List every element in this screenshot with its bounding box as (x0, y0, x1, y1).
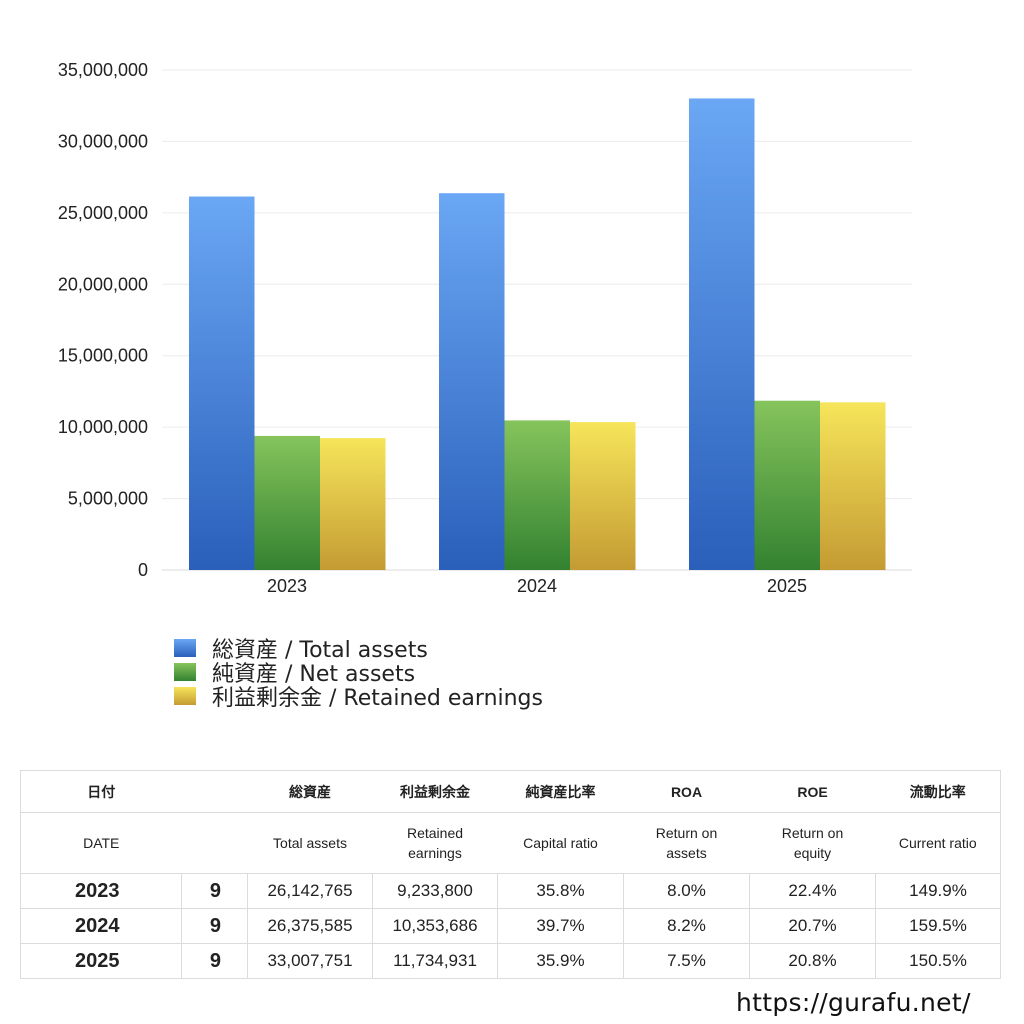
header-month-en (181, 812, 248, 874)
bar-retained-earnings-2025 (820, 402, 886, 570)
row-roe: 20.8% (749, 943, 876, 979)
bar-total-assets-2025 (689, 98, 755, 571)
bar-retained-earnings-2023 (320, 438, 386, 570)
row-roa: 7.5% (623, 943, 750, 979)
bar-net-assets-2025 (754, 400, 820, 570)
y-tick-label: 35,000,000 (58, 60, 148, 80)
bar-net-assets-2024 (504, 420, 570, 570)
header-roa-en: Return on assets (623, 812, 750, 874)
row-roe: 22.4% (749, 873, 876, 909)
row-current-ratio: 150.5% (875, 943, 1001, 979)
financial-table: 日付 総資産 利益剰余金 純資産比率 ROA ROE 流動比率 DATE Tot… (20, 770, 1001, 979)
row-roe: 20.7% (749, 908, 876, 944)
legend-item-net-assets: 純資産 / Net assets (174, 660, 543, 687)
y-tick-label: 10,000,000 (58, 417, 148, 437)
row-current-ratio: 149.9% (875, 873, 1001, 909)
legend-label: 純資産 / Net assets (212, 662, 416, 687)
legend-swatch-net-assets (174, 663, 196, 681)
row-retained-earnings: 9,233,800 (372, 873, 498, 909)
header-retained-earnings-jp: 利益剰余金 (372, 770, 498, 813)
row-month: 9 (181, 943, 248, 979)
header-total-assets-en: Total assets (247, 812, 373, 874)
row-roa: 8.0% (623, 873, 750, 909)
legend-label: 総資産 / Total assets (212, 638, 428, 663)
row-roa: 8.2% (623, 908, 750, 944)
row-capital-ratio: 35.8% (497, 873, 624, 909)
x-tick-label: 2023 (267, 576, 307, 596)
header-capital-ratio-jp: 純資産比率 (497, 770, 624, 813)
y-tick-label: 20,000,000 (58, 274, 148, 294)
y-tick-label: 30,000,000 (58, 131, 148, 151)
bars (189, 98, 886, 571)
bar-retained-earnings-2024 (570, 422, 636, 570)
y-tick-label: 5,000,000 (68, 489, 148, 509)
table-row: 2023 9 26,142,765 9,233,800 35.8% 8.0% 2… (20, 873, 1001, 909)
header-retained-earnings-en-text: Retained earnings (406, 825, 464, 861)
y-tick-label: 15,000,000 (58, 346, 148, 366)
header-total-assets-jp: 総資産 (247, 770, 373, 813)
row-total-assets: 26,375,585 (247, 908, 373, 944)
header-date-jp: 日付 (20, 770, 182, 813)
row-capital-ratio: 39.7% (497, 908, 624, 944)
y-tick-label: 25,000,000 (58, 203, 148, 223)
row-total-assets: 33,007,751 (247, 943, 373, 979)
header-roa-jp: ROA (623, 770, 750, 813)
legend-swatch-total-assets (174, 639, 196, 657)
row-year: 2024 (20, 908, 182, 944)
row-capital-ratio: 35.9% (497, 943, 624, 979)
y-tick-label: 0 (138, 560, 148, 580)
bar-total-assets-2023 (189, 196, 255, 570)
table-row: 2025 9 33,007,751 11,734,931 35.9% 7.5% … (20, 943, 1001, 979)
row-retained-earnings: 10,353,686 (372, 908, 498, 944)
x-axis-ticks: 2023 2024 2025 (267, 576, 807, 596)
row-year: 2023 (20, 873, 182, 909)
header-retained-earnings-en: Retained earnings (372, 812, 498, 874)
legend-item-total-assets: 総資産 / Total assets (174, 636, 543, 663)
legend: 総資産 / Total assets 純資産 / Net assets 利益剰余… (174, 636, 543, 711)
y-axis-ticks: 0 5,000,000 10,000,000 15,000,000 20,000,000… (58, 60, 148, 580)
bar-chart: 0 5,000,000 10,000,000 15,000,000 20,000,000… (58, 60, 912, 596)
bar-net-assets-2023 (254, 435, 320, 570)
header-date-en: DATE (20, 812, 182, 874)
header-roa-en-text: Return on assets (655, 825, 718, 861)
header-current-ratio-jp: 流動比率 (875, 770, 1001, 813)
legend-label: 利益剰余金 / Retained earnings (212, 686, 543, 711)
table-header-en: DATE Total assets Retained earnings Capi… (20, 812, 1001, 874)
legend-item-retained-earnings: 利益剰余金 / Retained earnings (174, 684, 543, 711)
header-current-ratio-en: Current ratio (875, 812, 1001, 874)
row-year: 2025 (20, 943, 182, 979)
header-roe-jp: ROE (749, 770, 876, 813)
header-roe-en-text: Return on equity (781, 825, 844, 861)
row-current-ratio: 159.5% (875, 908, 1001, 944)
header-roe-en: Return on equity (749, 812, 876, 874)
bar-total-assets-2024 (439, 193, 505, 570)
header-capital-ratio-en: Capital ratio (497, 812, 624, 874)
table-header-jp: 日付 総資産 利益剰余金 純資産比率 ROA ROE 流動比率 (20, 770, 1001, 813)
x-tick-label: 2025 (767, 576, 807, 596)
footer-url[interactable]: https://gurafu.net/ (736, 988, 971, 1017)
legend-swatch-retained-earnings (174, 687, 196, 705)
row-retained-earnings: 11,734,931 (372, 943, 498, 979)
table-row: 2024 9 26,375,585 10,353,686 39.7% 8.2% … (20, 908, 1001, 944)
header-month-jp (181, 770, 248, 813)
row-month: 9 (181, 873, 248, 909)
x-tick-label: 2024 (517, 576, 557, 596)
row-month: 9 (181, 908, 248, 944)
row-total-assets: 26,142,765 (247, 873, 373, 909)
